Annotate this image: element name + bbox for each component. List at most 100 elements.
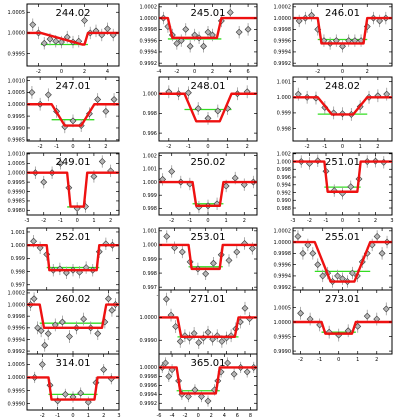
x-tick-label: 0	[60, 69, 63, 75]
y-tick-label: 1.000	[277, 159, 291, 165]
data-point	[44, 330, 52, 338]
x-tick-label: -1	[55, 413, 60, 419]
y-tick-label: 0.990	[277, 198, 291, 204]
data-point	[102, 107, 110, 115]
x-tick-label: 3	[117, 413, 120, 419]
x-tick-label: 1	[226, 144, 229, 150]
y-tick-label: 1.000	[11, 243, 25, 249]
data-point	[204, 28, 212, 36]
transit-model-line	[27, 31, 119, 46]
plot-area	[27, 234, 119, 280]
panel-title: 314.01	[56, 358, 91, 369]
x-tick-label: 8	[249, 413, 252, 419]
data-point	[110, 96, 118, 103]
panel-title: 246.01	[325, 8, 360, 19]
x-tick-label: 2	[375, 357, 378, 363]
data-point	[58, 318, 66, 326]
data-point	[204, 397, 212, 405]
data-point	[334, 272, 341, 280]
chart-panel-7: -2 -1 0 1 2 0.998 0.999 1.000 1.001 1.002 250.02	[143, 152, 258, 224]
panel-title: 253.01	[191, 232, 226, 243]
data-point	[182, 25, 190, 33]
y-tick-label: 0.9996	[274, 262, 292, 268]
transit-model-line	[159, 92, 257, 123]
y-tick-label: 1.0005	[8, 161, 26, 167]
x-tick-label: 2	[102, 413, 105, 419]
chart-panel-11: -4-20240.99920.99940.99960.99981.00001.0…	[274, 227, 393, 299]
data-point	[172, 323, 180, 330]
y-tick-label: 1.0002	[274, 5, 292, 11]
x-tick-label: 1	[359, 144, 362, 150]
data-point	[34, 324, 42, 332]
plot-area	[27, 14, 119, 50]
panel-title: 250.02	[191, 157, 226, 168]
panel-title: 248.02	[325, 81, 360, 92]
data-point	[347, 183, 355, 191]
y-tick-label: 0.9998	[140, 27, 158, 33]
chart-panel-16: -6 -4 -2 0 2 4 6 8 0.9992 0.9994 0.9996 0.9998 1.000…	[140, 353, 258, 419]
x-tick-label: -1	[322, 144, 327, 150]
panel-title: 260.02	[56, 294, 91, 305]
y-tick-label: 1.0000	[8, 171, 26, 177]
x-tick-label: 2	[104, 144, 107, 150]
y-tick-label: 0.998	[277, 126, 291, 132]
y-tick-label: 1.0000	[140, 315, 158, 321]
y-tick-label: 0.9980	[8, 208, 26, 214]
data-point	[195, 339, 203, 346]
data-point	[168, 168, 176, 175]
plot-area	[159, 85, 257, 125]
plot-area	[293, 9, 392, 53]
x-tick-label: 0	[341, 144, 344, 150]
y-tick-label: 0.9992	[274, 61, 292, 67]
x-tick-label: -2	[169, 218, 174, 224]
data-point	[304, 241, 312, 249]
x-tick-label: 0	[71, 413, 74, 419]
data-point	[244, 25, 252, 33]
data-point	[248, 245, 256, 252]
data-point	[44, 91, 52, 99]
x-tick-label: -2	[307, 218, 312, 224]
data-point	[176, 338, 184, 345]
x-tick-label: 1	[92, 218, 95, 224]
x-tick-label: -2	[183, 413, 188, 419]
data-point	[69, 117, 77, 125]
y-tick-label: 0.9998	[274, 27, 292, 33]
y-tick-label: 1.0005	[8, 90, 26, 96]
data-point	[382, 305, 390, 313]
y-tick-label: 1.0005	[8, 10, 26, 16]
y-tick-label: 1.001	[277, 79, 291, 85]
y-tick-label: 0.9998	[8, 314, 26, 320]
x-tick-label: 0	[76, 218, 79, 224]
chart-panel-5: -2 -1 0 1 2 0.998 0.999 1.000 1.001 248.02	[277, 76, 393, 150]
x-tick-label: 2	[109, 218, 112, 224]
data-point	[299, 249, 307, 257]
x-tick-label: 2	[376, 144, 379, 150]
chart-panel-0: -2 0 2 4 0.9995 1.0000 1.0005 244.02	[8, 3, 120, 75]
data-point	[184, 393, 192, 400]
x-tick-label: 1	[357, 218, 360, 224]
y-tick-label: 1.0010	[8, 152, 26, 158]
data-point	[348, 269, 356, 277]
data-point	[314, 261, 322, 269]
data-point	[226, 9, 234, 16]
data-point	[186, 42, 194, 50]
y-tick-label: 1.0000	[274, 240, 292, 246]
x-tick-label: -4	[157, 69, 162, 75]
panel-title: 251.01	[325, 157, 360, 168]
x-tick-label: 2	[210, 413, 213, 419]
plot-area	[159, 357, 257, 407]
x-tick-label: -6	[157, 413, 162, 419]
y-tick-label: 0.9992	[140, 401, 158, 407]
y-tick-label: 0.9995	[8, 114, 26, 120]
y-tick-label: 1.0000	[8, 302, 26, 308]
plot-area	[159, 165, 257, 214]
x-tick-label: 0	[341, 69, 344, 75]
data-point	[224, 359, 232, 367]
x-tick-label: 2	[366, 69, 369, 75]
data-point	[94, 330, 102, 338]
y-tick-label: 1.0010	[8, 78, 26, 84]
